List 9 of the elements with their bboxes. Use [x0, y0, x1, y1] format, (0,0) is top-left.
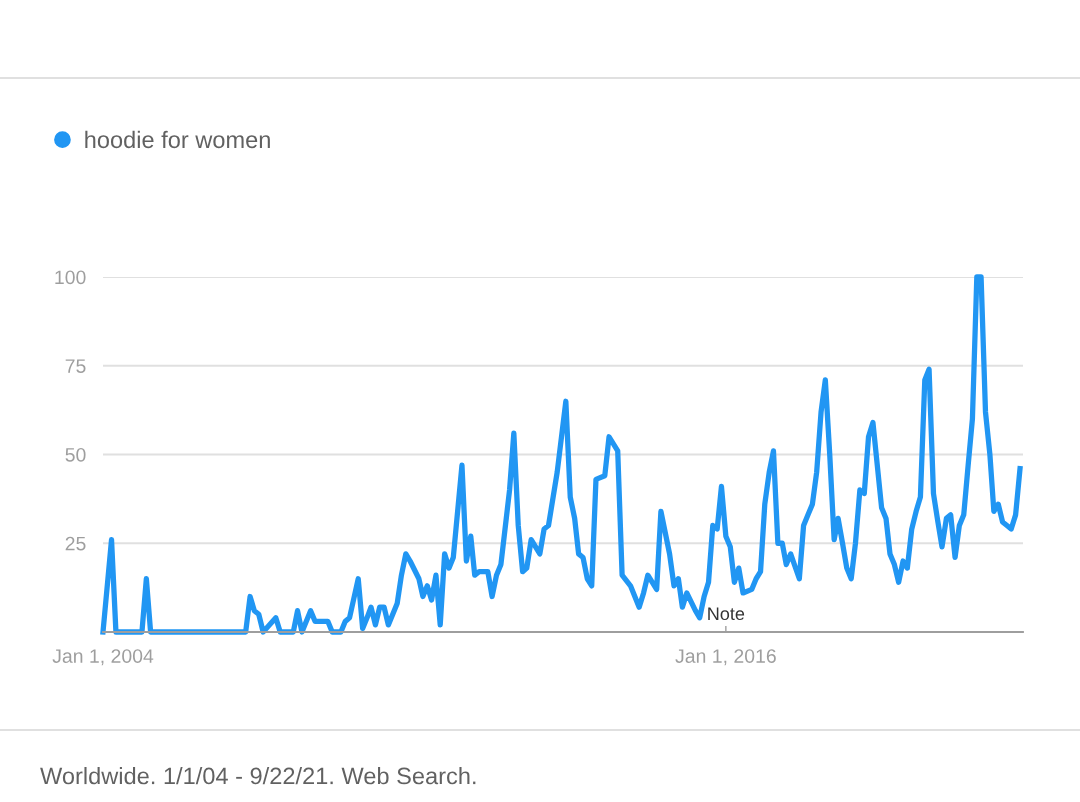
x-tick-label: Jan 1, 2016 [675, 649, 776, 666]
legend-label: hoodie for women [85, 130, 270, 149]
annotation: Note [708, 607, 745, 621]
x-tick-label: Jan 1, 2004 [52, 649, 154, 666]
y-tick-label: 25 [65, 536, 86, 551]
y-tick-label: 100 [55, 270, 86, 285]
text: Worldwide. 1/1/04 - 9/22/21. Web Search. [40, 766, 476, 785]
y-tick-label: 75 [65, 359, 86, 373]
y-tick-label: 50 [65, 447, 86, 462]
